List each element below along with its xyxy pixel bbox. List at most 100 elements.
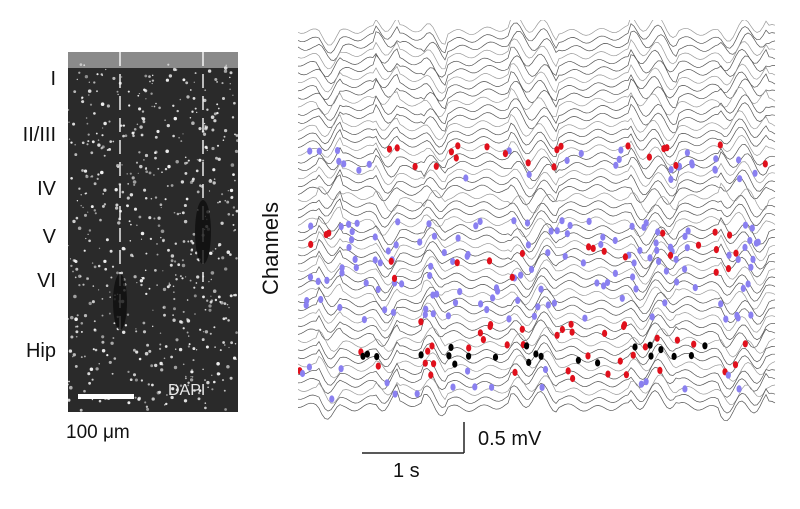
nucleus-dot: [183, 399, 188, 403]
unit-marker: [653, 239, 659, 247]
unit-marker: [685, 227, 691, 235]
nucleus-dot: [154, 135, 158, 139]
nucleus-dot: [170, 395, 174, 400]
nucleus-dot: [132, 348, 136, 352]
nucleus-dot: [172, 104, 175, 107]
nucleus-dot: [74, 325, 77, 328]
nucleus-dot: [187, 240, 190, 243]
unit-marker: [745, 280, 751, 288]
nucleus-dot: [91, 300, 95, 304]
unit-marker: [423, 305, 429, 313]
nucleus-dot: [144, 197, 148, 200]
unit-marker: [375, 285, 381, 294]
nucleus-dot: [173, 365, 178, 370]
nucleus-dot: [138, 151, 141, 154]
unit-marker: [374, 353, 380, 361]
unit-marker: [339, 264, 345, 272]
nucleus-dot: [131, 176, 135, 180]
nucleus-dot: [206, 108, 209, 111]
nucleus-dot: [148, 171, 152, 175]
channel-trace: [298, 46, 776, 78]
nucleus-dot: [121, 330, 126, 335]
nucleus-dot: [117, 221, 121, 225]
unit-marker: [567, 221, 573, 230]
nucleus-dot: [178, 347, 183, 352]
channel-trace: [298, 230, 776, 262]
nucleus-dot: [89, 103, 93, 106]
channel-trace: [298, 224, 776, 254]
nucleus-dot: [142, 321, 146, 325]
nucleus-dot: [173, 297, 176, 301]
nucleus-dot: [229, 294, 233, 298]
nucleus-dot: [75, 216, 79, 220]
unit-marker: [488, 321, 494, 329]
nucleus-dot: [157, 224, 161, 227]
nucleus-dot: [208, 280, 210, 283]
nucleus-dot: [219, 349, 222, 352]
unit-marker: [642, 343, 648, 351]
unit-marker: [454, 259, 460, 267]
nucleus-dot: [75, 330, 79, 334]
unit-marker: [518, 271, 524, 279]
nucleus-dot: [70, 335, 74, 339]
nucleus-dot: [109, 291, 111, 293]
unit-marker: [457, 288, 463, 296]
nucleus-dot: [212, 380, 216, 384]
nucleus-dot: [186, 317, 189, 321]
nucleus-dot: [137, 396, 141, 401]
nucleus-dot: [83, 64, 86, 67]
nucleus-dot: [151, 383, 154, 387]
nucleus-dot: [114, 188, 118, 192]
nucleus-dot: [181, 259, 184, 262]
unit-marker: [548, 227, 554, 235]
nucleus-dot: [129, 378, 133, 382]
nucleus-dot: [144, 89, 148, 93]
nucleus-dot: [229, 376, 233, 380]
unit-marker: [382, 306, 388, 314]
scale-bars: [362, 422, 465, 454]
nucleus-dot: [68, 383, 69, 386]
unit-marker: [736, 156, 742, 164]
nucleus-dot: [207, 69, 212, 73]
unit-marker: [712, 228, 718, 236]
nucleus-dot: [175, 384, 177, 386]
unit-marker: [315, 277, 321, 285]
nucleus-dot: [196, 190, 200, 194]
unit-marker: [736, 385, 742, 393]
unit-marker: [489, 383, 495, 391]
nucleus-dot: [101, 335, 105, 339]
unit-marker: [484, 143, 490, 151]
nucleus-dot: [141, 276, 145, 280]
unit-marker: [559, 325, 565, 334]
channel-trace: [298, 374, 776, 405]
nucleus-dot: [224, 344, 226, 346]
unit-marker: [412, 163, 418, 171]
nucleus-dot: [188, 343, 191, 346]
unit-marker: [585, 352, 591, 360]
nucleus-dot: [79, 275, 82, 278]
nucleus-dot: [89, 367, 94, 371]
nucleus-dot: [106, 354, 109, 357]
unit-marker: [308, 222, 314, 230]
unit-marker: [682, 265, 688, 273]
nucleus-dot: [135, 328, 137, 330]
nucleus-dot: [86, 122, 89, 125]
nucleus-dot: [98, 289, 100, 291]
nucleus-dot: [87, 133, 90, 136]
nucleus-dot: [193, 294, 197, 298]
nucleus-dot: [144, 269, 147, 272]
unit-marker: [733, 249, 739, 257]
nucleus-dot: [236, 139, 238, 142]
unit-marker: [306, 363, 312, 371]
unit-marker: [630, 273, 636, 281]
layer-label-2: II/III: [22, 124, 56, 146]
nucleus-dot: [167, 63, 170, 66]
unit-marker: [625, 142, 631, 150]
unit-marker: [533, 350, 539, 358]
nucleus-dot: [97, 139, 100, 141]
unit-marker: [511, 217, 517, 225]
nucleus-dot: [150, 364, 154, 368]
unit-marker: [465, 367, 471, 375]
nucleus-dot: [131, 255, 134, 258]
nucleus-dot: [213, 112, 217, 116]
